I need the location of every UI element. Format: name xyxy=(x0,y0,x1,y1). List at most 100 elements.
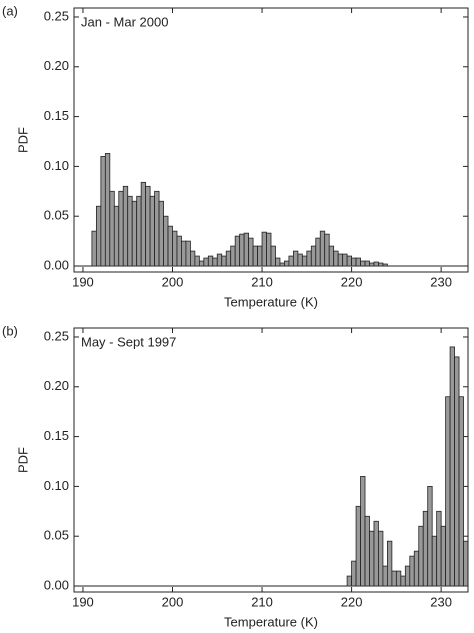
bar xyxy=(355,505,361,587)
bar xyxy=(181,240,187,267)
x-tick-label: 190 xyxy=(72,274,94,289)
bar xyxy=(198,260,205,267)
bar xyxy=(373,520,379,587)
bar xyxy=(284,260,290,267)
bar xyxy=(369,530,375,587)
bar xyxy=(387,540,393,587)
bar xyxy=(351,257,357,267)
bar xyxy=(445,396,451,587)
bar xyxy=(346,575,352,587)
bar xyxy=(378,262,384,267)
panel-label: (a) xyxy=(2,3,18,18)
y-tick-label: 0.10 xyxy=(44,478,69,493)
bar xyxy=(346,255,352,267)
y-tick-label: 0.20 xyxy=(44,378,69,393)
bar xyxy=(315,237,321,267)
bar xyxy=(91,230,97,267)
bar xyxy=(212,257,218,267)
bar xyxy=(378,530,384,587)
bar xyxy=(194,255,200,267)
bar xyxy=(373,261,379,267)
bar xyxy=(185,240,191,267)
bar xyxy=(261,231,267,267)
bar xyxy=(422,510,429,587)
bar xyxy=(95,205,102,267)
bar xyxy=(163,215,169,267)
bar xyxy=(158,200,164,267)
bar xyxy=(360,476,366,587)
y-tick-label: 0.20 xyxy=(44,58,69,73)
bar xyxy=(100,156,106,267)
bar xyxy=(140,181,147,267)
bar xyxy=(203,257,209,267)
bar xyxy=(149,195,155,267)
plot-frame xyxy=(73,327,469,593)
x-axis-label: Temperature (K) xyxy=(224,614,318,629)
x-tick-label: 200 xyxy=(162,594,184,609)
y-tick-label: 0.15 xyxy=(44,108,69,123)
bar xyxy=(109,190,115,267)
bar xyxy=(190,250,196,267)
bar xyxy=(221,255,227,267)
bar xyxy=(463,540,469,587)
bar xyxy=(333,250,339,267)
bar xyxy=(136,195,142,267)
bar xyxy=(337,253,344,267)
bar xyxy=(131,200,138,267)
bar xyxy=(122,185,129,267)
bar xyxy=(243,232,250,267)
bar xyxy=(234,235,241,267)
bar xyxy=(395,570,402,587)
bar xyxy=(400,575,406,587)
bar xyxy=(127,195,133,267)
x-tick-label: 210 xyxy=(251,594,273,609)
bar xyxy=(458,396,464,587)
bar xyxy=(369,262,375,267)
bar xyxy=(216,253,223,267)
x-tick-label: 220 xyxy=(341,594,363,609)
bar xyxy=(252,245,258,267)
bar xyxy=(409,555,415,587)
bar xyxy=(145,185,151,267)
bar xyxy=(306,250,312,267)
annotation: Jan - Mar 2000 xyxy=(81,14,168,29)
panel-label: (b) xyxy=(2,323,18,338)
x-tick-label: 220 xyxy=(341,274,363,289)
bar xyxy=(449,346,455,587)
y-axis-label: PDF xyxy=(15,447,30,473)
bar xyxy=(172,230,178,267)
y-tick-label: 0.25 xyxy=(44,328,69,343)
bar xyxy=(301,255,308,267)
bar xyxy=(431,535,438,587)
x-tick-label: 210 xyxy=(251,274,273,289)
y-tick-label: 0.00 xyxy=(44,257,69,272)
bar xyxy=(248,237,254,267)
y-axis-label: PDF xyxy=(15,127,30,153)
bar xyxy=(351,560,357,587)
y-tick-label: 0.05 xyxy=(44,528,69,543)
y-tick-label: 0.05 xyxy=(44,208,69,223)
x-axis-label: Temperature (K) xyxy=(224,294,318,309)
bar xyxy=(427,485,433,587)
x-tick-label: 230 xyxy=(430,274,452,289)
bar xyxy=(279,262,285,267)
bar xyxy=(382,263,388,267)
x-tick-label: 230 xyxy=(430,594,452,609)
bar xyxy=(454,356,460,587)
bar xyxy=(104,153,111,267)
bar xyxy=(225,250,232,267)
bar xyxy=(270,245,276,267)
annotation: May - Sept 1997 xyxy=(81,334,176,349)
bar xyxy=(391,570,397,587)
bar xyxy=(418,525,424,587)
bar xyxy=(440,525,447,587)
bar xyxy=(360,260,366,267)
bar xyxy=(413,550,420,587)
bar xyxy=(154,190,160,267)
bar xyxy=(436,510,442,587)
bar xyxy=(404,565,411,587)
bar xyxy=(328,245,335,267)
bar xyxy=(319,230,326,267)
bar xyxy=(364,515,370,587)
